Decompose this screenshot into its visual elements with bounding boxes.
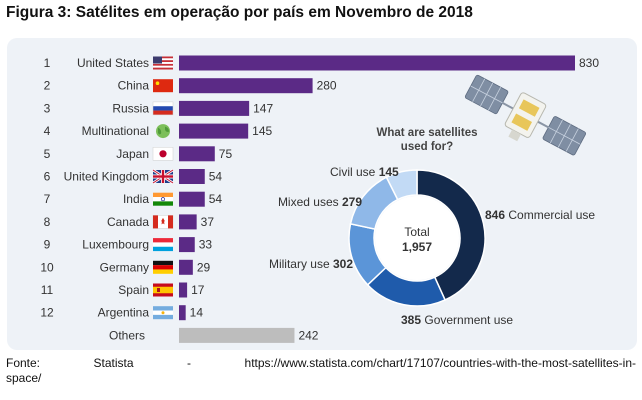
rank-label: 3 bbox=[44, 101, 51, 115]
category-label: Spain bbox=[118, 283, 149, 297]
rank-label: 2 bbox=[44, 79, 51, 93]
category-label: China bbox=[118, 79, 150, 93]
source-note: Fonte: Statista - https://www.statista.c… bbox=[6, 356, 636, 370]
value-label: 145 bbox=[252, 124, 272, 138]
rank-label: 6 bbox=[44, 170, 51, 184]
value-label: 280 bbox=[317, 79, 337, 93]
category-label: Japan bbox=[116, 147, 149, 161]
value-label: 29 bbox=[197, 260, 211, 274]
bar bbox=[179, 305, 186, 321]
slice-label: 385 Government use bbox=[401, 313, 513, 327]
flag-cn bbox=[153, 79, 173, 93]
flag-ar bbox=[153, 306, 173, 320]
slice-label: Military use 302 bbox=[269, 257, 353, 271]
value-label: 147 bbox=[253, 101, 273, 115]
value-label: 37 bbox=[201, 215, 215, 229]
value-label: 242 bbox=[298, 328, 318, 342]
flag-de bbox=[153, 260, 173, 274]
donut-slice bbox=[385, 169, 418, 201]
value-label: 33 bbox=[199, 238, 213, 252]
globe-icon bbox=[156, 124, 170, 139]
rank-label: 8 bbox=[44, 215, 51, 229]
bar-row: 10 Germany 29 bbox=[40, 259, 211, 275]
rank-label: 1 bbox=[44, 56, 51, 70]
satellite-icon bbox=[464, 74, 587, 156]
category-label: Multinational bbox=[82, 124, 149, 138]
bar bbox=[179, 237, 195, 253]
category-label: United Kingdom bbox=[64, 170, 149, 184]
bar-row: 9 Luxembourg 33 bbox=[44, 237, 213, 253]
bar bbox=[179, 191, 205, 207]
bar-row: 2 China 280 bbox=[44, 78, 337, 94]
bar-row: 12 Argentina 14 bbox=[40, 305, 204, 321]
flag-uk bbox=[152, 168, 174, 185]
rank-label: 9 bbox=[44, 238, 51, 252]
category-label: India bbox=[123, 192, 149, 206]
donut-center-label: Total bbox=[404, 225, 429, 239]
bar-row: 6 United Kingdom 54 bbox=[44, 168, 223, 185]
bar bbox=[179, 327, 295, 343]
donut-chart: 846 Commercial use 385 Government use Mili… bbox=[269, 165, 595, 327]
bar bbox=[179, 214, 197, 230]
bar-row: 11 Spain 17 bbox=[41, 282, 205, 298]
bar-row: 3 Russia 147 bbox=[44, 100, 273, 116]
category-label: United States bbox=[77, 56, 149, 70]
value-label: 75 bbox=[219, 147, 233, 161]
bar-row: 7 India 54 bbox=[44, 191, 223, 207]
flag-us bbox=[153, 56, 173, 70]
donut-hole bbox=[375, 196, 459, 280]
bar bbox=[179, 55, 575, 71]
value-label: 830 bbox=[579, 56, 599, 70]
rank-label: 12 bbox=[40, 306, 54, 320]
bar-row: Others 242 bbox=[109, 327, 319, 343]
category-label: Luxembourg bbox=[82, 238, 149, 252]
flag-ru bbox=[152, 101, 174, 116]
donut-title-line2: used for? bbox=[401, 141, 453, 153]
bar bbox=[179, 78, 313, 94]
bar-row: 5 Japan 75 bbox=[44, 146, 233, 162]
flag-in bbox=[153, 192, 173, 206]
bar bbox=[179, 282, 188, 298]
rank-label: 7 bbox=[44, 192, 51, 206]
value-label: 17 bbox=[191, 283, 205, 297]
category-label: Germany bbox=[100, 260, 149, 274]
category-label: Argentina bbox=[98, 306, 150, 320]
bar-row: 1 United States 830 bbox=[44, 55, 599, 71]
flag-es bbox=[153, 283, 173, 297]
bar bbox=[179, 259, 193, 275]
bar-row: 8 Canada 37 bbox=[44, 214, 215, 230]
bar bbox=[179, 146, 215, 162]
donut-center-value: 1,957 bbox=[402, 240, 432, 254]
slice-label: 846 Commercial use bbox=[485, 208, 595, 222]
donut-title: What are satellites bbox=[377, 127, 478, 139]
value-label: 54 bbox=[209, 192, 223, 206]
figure-title: Figura 3: Satélites em operação por país… bbox=[6, 4, 473, 21]
category-label: Others bbox=[109, 328, 145, 342]
rank-label: 5 bbox=[44, 147, 51, 161]
flag-ca bbox=[152, 215, 174, 229]
donut-slice bbox=[416, 169, 486, 301]
flag-jp bbox=[152, 147, 174, 161]
value-label: 54 bbox=[209, 170, 223, 184]
category-label: Canada bbox=[107, 215, 149, 229]
slice-label: Civil use 145 bbox=[330, 165, 399, 179]
rank-label: 11 bbox=[41, 283, 54, 297]
bar bbox=[179, 123, 249, 139]
rank-label: 10 bbox=[40, 260, 54, 274]
category-label: Russia bbox=[112, 101, 149, 115]
chart-panel: 1 United States 830 2 China 280 3 Russia 147 4 Mul… bbox=[7, 38, 637, 350]
flag-lu bbox=[153, 238, 173, 252]
value-label: 14 bbox=[190, 306, 204, 320]
slice-label: Mixed uses 279 bbox=[278, 195, 362, 209]
bar-row: 4 Multinational 145 bbox=[44, 123, 273, 139]
rank-label: 4 bbox=[44, 124, 51, 138]
bar bbox=[179, 169, 205, 184]
source-note-line2: space/ bbox=[6, 371, 42, 385]
bar bbox=[179, 100, 250, 116]
